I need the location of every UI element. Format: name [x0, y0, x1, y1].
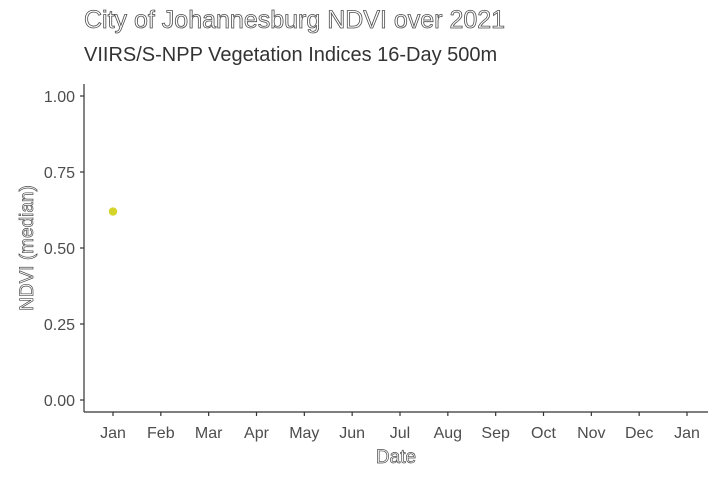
x-tick-label: Jan	[674, 425, 700, 442]
x-tick-label: Jul	[390, 425, 410, 442]
y-axis-label: NDVI (median)	[17, 185, 38, 311]
x-axis-ticks: Jan Feb Mar Apr May Jun Jul Aug Sep Oct Nov Dec Jan	[100, 412, 700, 442]
x-tick-label: Apr	[244, 425, 270, 442]
chart-subtitle: VIIRS/S-NPP Vegetation Indices 16-Day 50…	[84, 44, 498, 66]
x-tick-label: Nov	[577, 425, 605, 442]
y-axis-ticks: 0.00 0.25 0.50 0.75 1.00	[44, 89, 84, 410]
data-point	[108, 207, 118, 216]
x-tick-label: Oct	[531, 425, 556, 442]
x-tick-label: Aug	[434, 425, 462, 442]
x-tick-label: Sep	[481, 425, 510, 442]
x-tick-label: Dec	[625, 425, 653, 442]
y-tick-label: 0.75	[44, 165, 75, 182]
x-tick-label: Mar	[195, 425, 223, 442]
y-tick-label: 0.50	[44, 241, 75, 258]
chart-title: City of Johannesburg NDVI over 2021	[84, 6, 506, 35]
x-tick-label: Feb	[147, 425, 175, 442]
y-tick-label: 0.00	[44, 393, 75, 410]
x-tick-label: Jan	[100, 425, 126, 442]
x-tick-label: May	[289, 425, 319, 442]
x-tick-label: Jun	[339, 425, 365, 442]
y-tick-label: 0.25	[44, 317, 75, 334]
y-tick-label: 1.00	[44, 89, 75, 106]
x-axis-label: Date	[376, 447, 416, 468]
data-points	[108, 207, 118, 216]
